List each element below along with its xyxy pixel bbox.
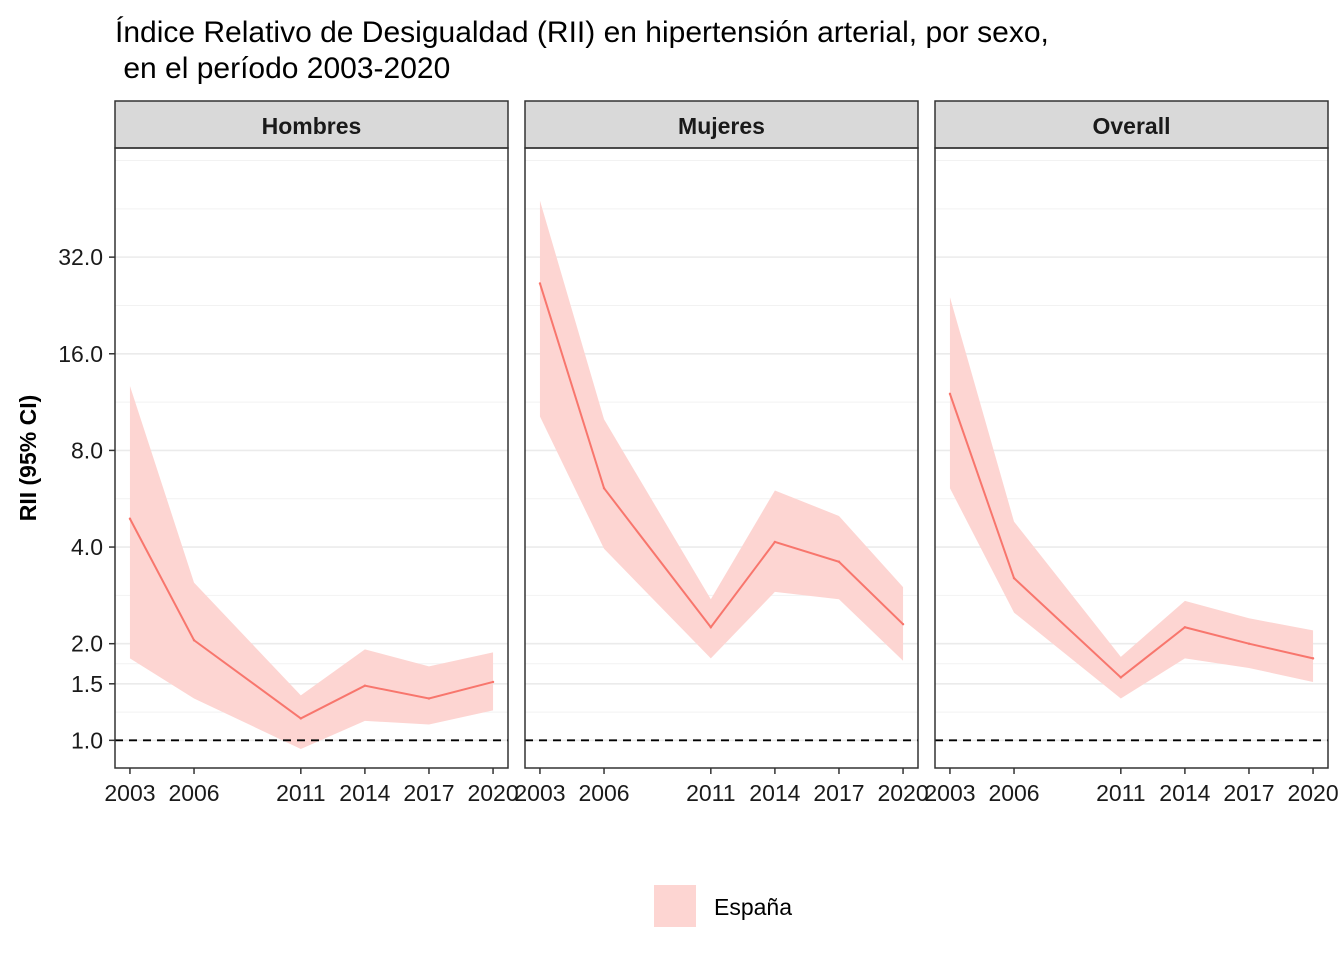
strip-label: Hombres bbox=[262, 113, 362, 139]
ci-band bbox=[129, 385, 494, 749]
data-point bbox=[1311, 657, 1315, 660]
y-tick-label: 2.0 bbox=[71, 631, 103, 657]
strip-overall bbox=[934, 100, 1329, 149]
legend-label: España bbox=[714, 894, 792, 920]
data-point bbox=[837, 560, 841, 563]
rii-line bbox=[129, 518, 494, 720]
data-point bbox=[1247, 642, 1251, 645]
x-tick-label: 2017 bbox=[1223, 780, 1274, 806]
data-point bbox=[363, 684, 367, 687]
y-tick-label: 1.5 bbox=[71, 671, 103, 697]
chart-title: Índice Relativo de Desigualdad (RII) en … bbox=[115, 16, 1049, 49]
x-tick-label: 2011 bbox=[1096, 780, 1145, 806]
y-tick-label: 32.0 bbox=[58, 244, 103, 270]
x-tick-label: 2014 bbox=[749, 780, 800, 806]
x-tick-label: 2020 bbox=[877, 780, 928, 806]
data-point bbox=[1012, 576, 1016, 580]
y-axis: 1.0 1.5 2.0 4.0 8.0 16.0 32.0 bbox=[58, 244, 115, 753]
x-tick-label: 2011 bbox=[276, 780, 325, 806]
x-tick-label: 2003 bbox=[104, 780, 155, 806]
ci-band bbox=[539, 200, 904, 661]
strip-mujeres bbox=[524, 100, 919, 149]
data-point bbox=[192, 639, 196, 642]
x-tick-label: 2017 bbox=[813, 780, 864, 806]
panel-mujeres: Mujeres 2003 2006 2011 2014 2017 2020 bbox=[514, 100, 929, 806]
y-tick-label: 1.0 bbox=[71, 727, 103, 753]
y-axis-label: RII (95% CI) bbox=[15, 395, 41, 522]
x-tick-label: 2006 bbox=[988, 780, 1039, 806]
y-tick-label: 4.0 bbox=[71, 534, 103, 560]
data-point bbox=[427, 697, 431, 700]
data-point bbox=[491, 680, 495, 684]
x-tick-label: 2020 bbox=[1287, 780, 1338, 806]
x-tick-label: 2003 bbox=[924, 780, 975, 806]
x-tick-label: 2014 bbox=[1159, 780, 1210, 806]
strip-label: Mujeres bbox=[678, 113, 765, 139]
x-tick-label: 2006 bbox=[168, 780, 219, 806]
data-point bbox=[1119, 676, 1123, 679]
y-tick-label: 16.0 bbox=[58, 341, 103, 367]
panel-hombres: Hombres 2003 2006 2011 2014 2017 2020 bbox=[104, 100, 519, 806]
data-point bbox=[773, 540, 777, 544]
data-point bbox=[538, 282, 542, 285]
data-point bbox=[901, 623, 905, 626]
y-tick-label: 8.0 bbox=[71, 437, 103, 463]
data-point bbox=[602, 487, 606, 490]
strip-label: Overall bbox=[1093, 113, 1171, 139]
legend-key bbox=[654, 885, 696, 927]
rii-line bbox=[538, 283, 904, 629]
data-point bbox=[709, 626, 713, 629]
panel-overall: Overall 2003 2006 2011 2014 2017 2020 bbox=[924, 100, 1339, 806]
chart-subtitle: en el período 2003-2020 bbox=[115, 52, 450, 85]
x-tick-label: 2017 bbox=[403, 780, 454, 806]
data-point bbox=[299, 717, 303, 720]
panel-border bbox=[524, 147, 919, 769]
rii-line bbox=[949, 393, 1314, 679]
x-tick-label: 2011 bbox=[686, 780, 735, 806]
legend: España bbox=[654, 885, 792, 927]
x-tick-label: 2020 bbox=[467, 780, 518, 806]
panel-border bbox=[114, 147, 509, 769]
x-tick-label: 2014 bbox=[339, 780, 390, 806]
x-tick-label: 2003 bbox=[514, 780, 565, 806]
panel-border bbox=[934, 147, 1329, 769]
data-point bbox=[128, 517, 132, 520]
ci-band bbox=[949, 297, 1314, 699]
data-point bbox=[1183, 626, 1187, 629]
x-tick-label: 2006 bbox=[578, 780, 629, 806]
data-point bbox=[948, 392, 952, 396]
panels: Hombres 2003 2006 2011 2014 2017 2020 Mujeres 20… bbox=[104, 100, 1339, 806]
strip-hombres bbox=[114, 100, 509, 149]
